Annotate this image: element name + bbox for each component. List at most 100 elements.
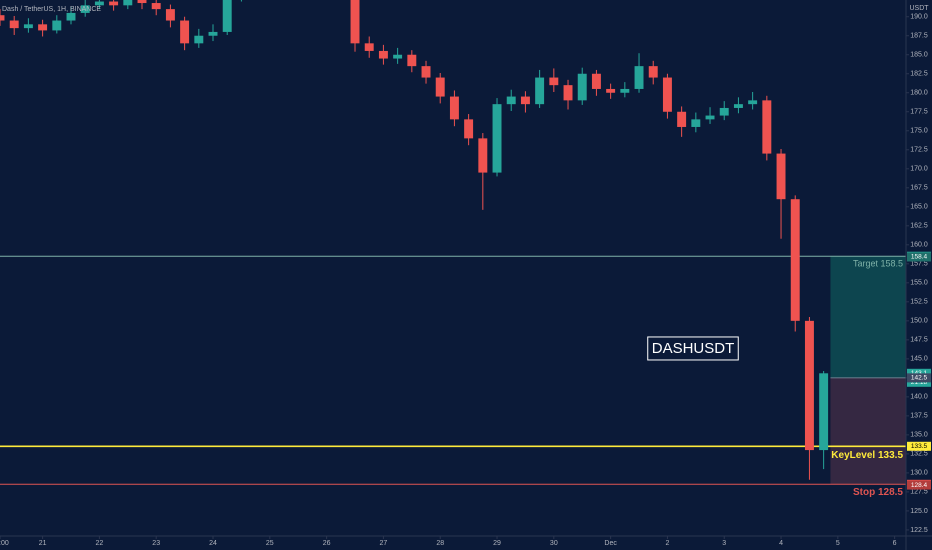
candle-body (350, 0, 360, 44)
plot-area: Target 158.5 KeyLevel 133.5 Stop 128.5 (0, 0, 906, 498)
candle-body (38, 24, 48, 31)
candle-body (66, 12, 76, 21)
price-tag-label: 142.5 (911, 375, 928, 382)
y-tick-label: 185.0 (910, 52, 928, 59)
y-tick-label: 187.5 (910, 33, 928, 40)
candle-body (435, 77, 445, 97)
x-tick-label: 06:00 (0, 540, 9, 547)
level-label: Target 158.5 (853, 259, 903, 269)
candle-body (705, 115, 715, 120)
y-tick-label: 180.0 (910, 90, 928, 97)
x-tick-label: 26 (323, 540, 331, 547)
x-tick-label: 5 (836, 540, 840, 547)
price-tag (907, 480, 931, 490)
symbol-label-box (647, 336, 739, 361)
candle-body (804, 320, 814, 451)
y-tick-label: 132.5 (910, 451, 928, 458)
candle-body (591, 73, 601, 89)
candle-body (606, 88, 616, 93)
candle-body (94, 1, 104, 6)
candle-body (80, 5, 90, 13)
candle-body (378, 50, 388, 59)
candle-body (364, 43, 374, 51)
candle-body (506, 96, 516, 105)
x-tick-label: 23 (152, 540, 160, 547)
candle-body (464, 119, 474, 139)
candle-body (549, 77, 559, 86)
candle-body (151, 3, 161, 10)
x-tick-label: 28 (436, 540, 444, 547)
price-tag-label: 128.4 (911, 482, 928, 489)
x-tick-label: 2 (665, 540, 669, 547)
candle-body (52, 20, 62, 31)
y-axis-label: USDT (909, 5, 929, 12)
candle-body (620, 88, 630, 93)
candle-body (577, 73, 587, 101)
x-tick-label: 24 (209, 540, 217, 547)
candle-body (648, 66, 658, 78)
price-tag (907, 252, 931, 262)
profit-zone (830, 256, 906, 378)
candle-body (109, 1, 119, 6)
price-tag-label: 133.5 (911, 443, 928, 450)
y-tick-label: 182.5 (910, 71, 928, 78)
price-tag (907, 441, 931, 451)
y-tick-label: 122.5 (910, 527, 928, 534)
axes: 122.5 125.0 127.5 130.0 132.5 135.0 137.5 140.0… (0, 14, 931, 547)
candle-body (790, 199, 800, 321)
symbol-label: DASHUSDT (652, 340, 735, 357)
x-tick-label: 6 (893, 540, 897, 547)
candle-body (563, 85, 573, 101)
y-tick-label: 160.0 (910, 242, 928, 249)
candle-body (407, 54, 417, 67)
candle-body (123, 0, 133, 6)
candle-body (748, 100, 758, 105)
price-tag (907, 368, 931, 378)
x-tick-label: 29 (493, 540, 501, 547)
candle-body (208, 31, 218, 36)
y-tick-label: 145.0 (910, 356, 928, 363)
y-tick-label: 157.5 (910, 261, 928, 268)
y-tick-label: 170.0 (910, 166, 928, 173)
y-tick-label: 150.0 (910, 318, 928, 325)
candle-body (819, 373, 829, 451)
candle-body (733, 104, 743, 108)
y-tick-label: 137.5 (910, 413, 928, 420)
candle-body (634, 66, 644, 89)
level-label: Stop 128.5 (853, 487, 903, 498)
candle-body (762, 100, 772, 154)
y-tick-label: 135.0 (910, 432, 928, 439)
candle-body (776, 153, 786, 200)
countdown-label: 21:18 (911, 379, 928, 386)
y-tick-label: 162.5 (910, 223, 928, 230)
candle-body (719, 107, 729, 116)
candle-body (449, 96, 459, 120)
candle-body (492, 104, 502, 173)
y-tick-label: 130.0 (910, 470, 928, 477)
y-tick-label: 125.0 (910, 508, 928, 515)
x-tick-label: Dec (604, 540, 617, 547)
candle-body (137, 0, 147, 4)
x-tick-label: 25 (266, 540, 274, 547)
y-tick-label: 127.5 (910, 489, 928, 496)
candle-body (677, 111, 687, 127)
candle-body (421, 66, 431, 78)
y-tick-label: 140.0 (910, 394, 928, 401)
y-tick-label: 175.0 (910, 128, 928, 135)
candle-body (165, 9, 175, 21)
level-label: KeyLevel 133.5 (831, 450, 903, 461)
y-tick-label: 147.5 (910, 337, 928, 344)
y-tick-label: 152.5 (910, 299, 928, 306)
candle-body (691, 119, 701, 127)
candle-body (23, 24, 33, 29)
candle-body (194, 35, 204, 44)
candle-body (222, 0, 232, 32)
loss-zone (830, 377, 906, 485)
y-tick-label: 177.5 (910, 109, 928, 116)
candle-body (535, 77, 545, 105)
candle-body (9, 20, 19, 29)
chart-title: Dash / TetherUS, 1H, BINANCE (2, 6, 101, 13)
y-tick-label: 167.5 (910, 185, 928, 192)
